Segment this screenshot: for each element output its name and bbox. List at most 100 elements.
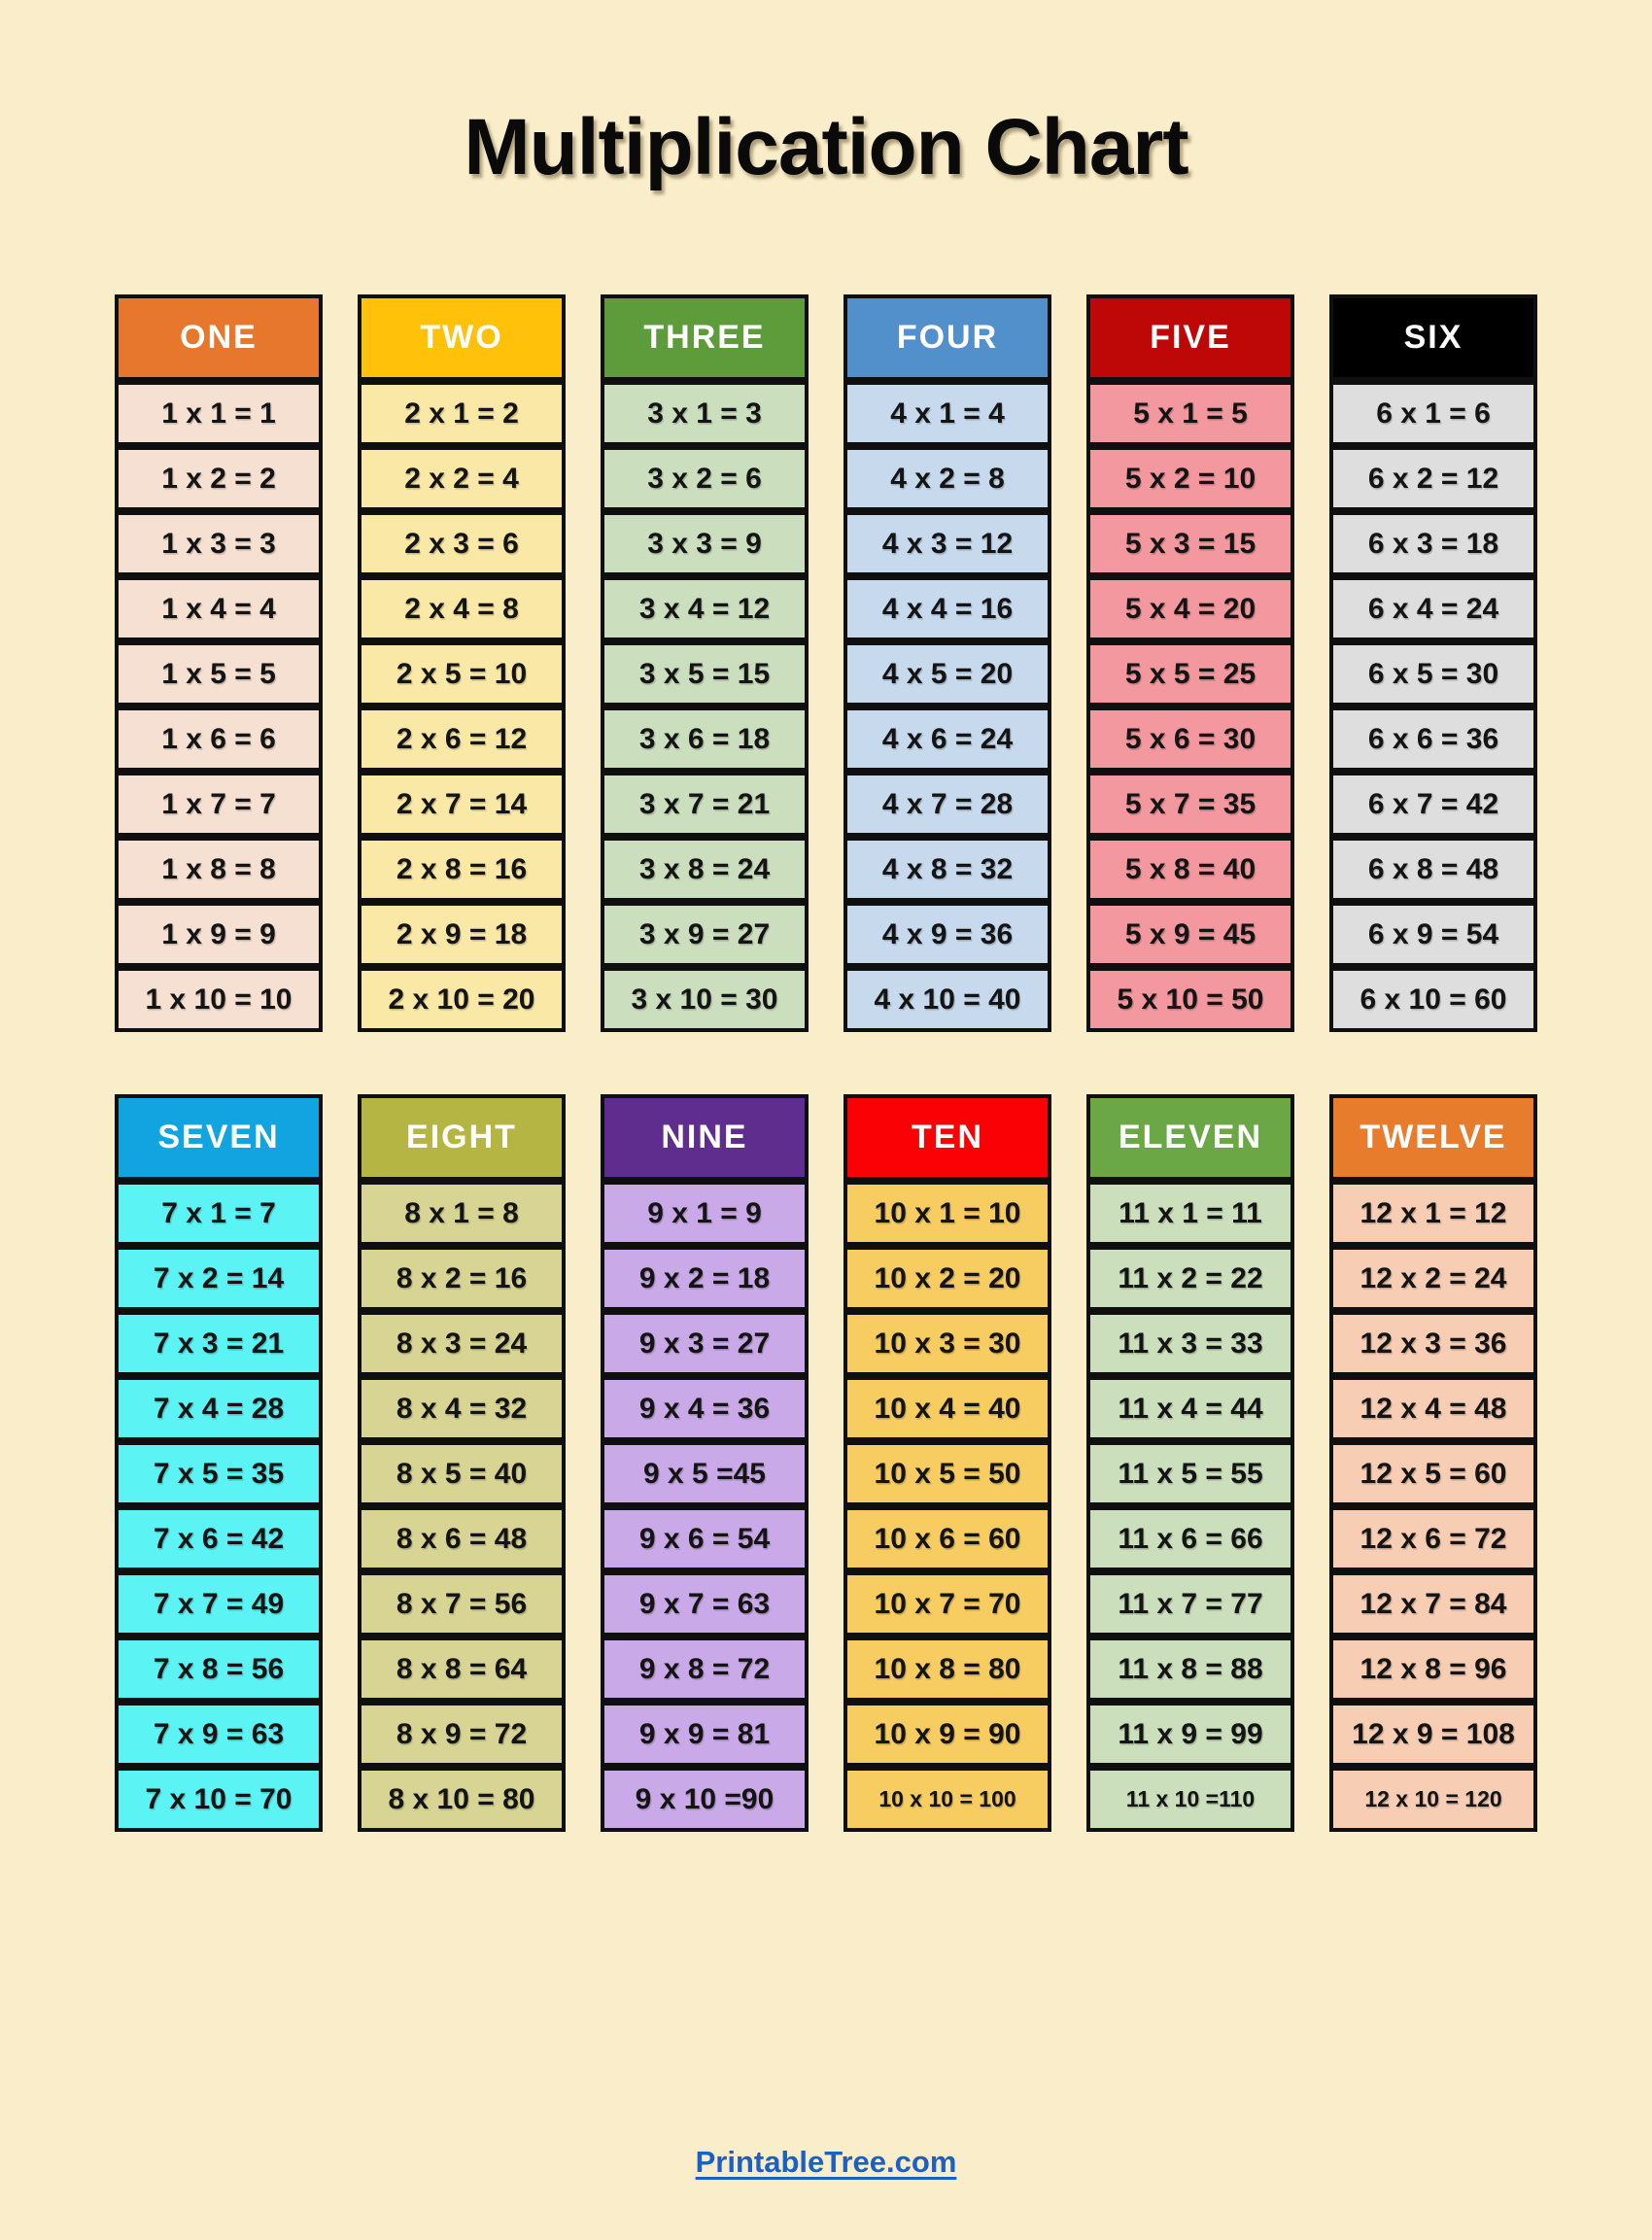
table-cell-six-2: 6 x 2 = 12 <box>1329 446 1537 511</box>
table-cell-eight-5: 8 x 5 = 40 <box>358 1441 566 1506</box>
table-cell-one-4: 1 x 4 = 4 <box>115 576 323 641</box>
table-cell-six-6: 6 x 6 = 36 <box>1329 706 1537 772</box>
table-cell-eleven-10: 11 x 10 =110 <box>1086 1767 1294 1832</box>
times-table-twelve: TWELVE 12 x 1 = 12 12 x 2 = 24 12 x 3 = 36 1… <box>1329 1094 1537 1832</box>
table-header-twelve: TWELVE <box>1329 1094 1537 1181</box>
table-cell-eight-3: 8 x 3 = 24 <box>358 1311 566 1376</box>
table-cell-ten-8: 10 x 8 = 80 <box>843 1637 1051 1702</box>
table-cell-two-8: 2 x 8 = 16 <box>358 837 566 902</box>
times-table-ten: TEN 10 x 1 = 10 10 x 2 = 20 10 x 3 = 30 10 x… <box>843 1094 1051 1832</box>
table-cell-nine-5: 9 x 5 =45 <box>601 1441 809 1506</box>
table-cell-five-5: 5 x 5 = 25 <box>1086 641 1294 706</box>
table-cell-ten-7: 10 x 7 = 70 <box>843 1571 1051 1637</box>
table-cell-six-9: 6 x 9 = 54 <box>1329 902 1537 967</box>
table-cell-four-7: 4 x 7 = 28 <box>843 772 1051 837</box>
table-cell-ten-4: 10 x 4 = 40 <box>843 1376 1051 1441</box>
table-cell-two-1: 2 x 1 = 2 <box>358 381 566 446</box>
table-cell-eight-9: 8 x 9 = 72 <box>358 1702 566 1767</box>
table-cell-twelve-9: 12 x 9 = 108 <box>1329 1702 1537 1767</box>
table-cell-five-10: 5 x 10 = 50 <box>1086 967 1294 1032</box>
table-cell-three-2: 3 x 2 = 6 <box>601 446 809 511</box>
table-cell-nine-4: 9 x 4 = 36 <box>601 1376 809 1441</box>
table-cell-four-1: 4 x 1 = 4 <box>843 381 1051 446</box>
table-cell-one-8: 1 x 8 = 8 <box>115 837 323 902</box>
table-cell-one-6: 1 x 6 = 6 <box>115 706 323 772</box>
table-cell-two-10: 2 x 10 = 20 <box>358 967 566 1032</box>
table-header-ten: TEN <box>843 1094 1051 1181</box>
table-header-eight: EIGHT <box>358 1094 566 1181</box>
table-cell-eight-8: 8 x 8 = 64 <box>358 1637 566 1702</box>
table-cell-eleven-5: 11 x 5 = 55 <box>1086 1441 1294 1506</box>
table-cell-eleven-1: 11 x 1 = 11 <box>1086 1181 1294 1246</box>
table-cell-seven-4: 7 x 4 = 28 <box>115 1376 323 1441</box>
table-header-four: FOUR <box>843 294 1051 381</box>
table-cell-nine-2: 9 x 2 = 18 <box>601 1246 809 1311</box>
table-cell-twelve-1: 12 x 1 = 12 <box>1329 1181 1537 1246</box>
table-cell-eleven-8: 11 x 8 = 88 <box>1086 1637 1294 1702</box>
table-cell-twelve-6: 12 x 6 = 72 <box>1329 1506 1537 1571</box>
table-cell-eleven-9: 11 x 9 = 99 <box>1086 1702 1294 1767</box>
table-cell-five-4: 5 x 4 = 20 <box>1086 576 1294 641</box>
table-cell-one-7: 1 x 7 = 7 <box>115 772 323 837</box>
table-cell-two-4: 2 x 4 = 8 <box>358 576 566 641</box>
footer-link[interactable]: PrintableTree.com <box>695 2145 957 2179</box>
table-cell-ten-9: 10 x 9 = 90 <box>843 1702 1051 1767</box>
table-cell-twelve-7: 12 x 7 = 84 <box>1329 1571 1537 1637</box>
table-cell-eleven-3: 11 x 3 = 33 <box>1086 1311 1294 1376</box>
table-cell-seven-2: 7 x 2 = 14 <box>115 1246 323 1311</box>
table-cell-eleven-7: 11 x 7 = 77 <box>1086 1571 1294 1637</box>
table-cell-two-5: 2 x 5 = 10 <box>358 641 566 706</box>
table-cell-seven-9: 7 x 9 = 63 <box>115 1702 323 1767</box>
table-cell-four-8: 4 x 8 = 32 <box>843 837 1051 902</box>
table-cell-ten-2: 10 x 2 = 20 <box>843 1246 1051 1311</box>
table-cell-ten-10: 10 x 10 = 100 <box>843 1767 1051 1832</box>
table-cell-four-10: 4 x 10 = 40 <box>843 967 1051 1032</box>
table-cell-six-5: 6 x 5 = 30 <box>1329 641 1537 706</box>
table-cell-eight-1: 8 x 1 = 8 <box>358 1181 566 1246</box>
table-cell-one-1: 1 x 1 = 1 <box>115 381 323 446</box>
table-cell-nine-6: 9 x 6 = 54 <box>601 1506 809 1571</box>
table-cell-nine-9: 9 x 9 = 81 <box>601 1702 809 1767</box>
table-cell-eleven-4: 11 x 4 = 44 <box>1086 1376 1294 1441</box>
table-cell-one-2: 1 x 2 = 2 <box>115 446 323 511</box>
table-header-seven: SEVEN <box>115 1094 323 1181</box>
table-cell-ten-6: 10 x 6 = 60 <box>843 1506 1051 1571</box>
table-cell-twelve-5: 12 x 5 = 60 <box>1329 1441 1537 1506</box>
table-cell-four-6: 4 x 6 = 24 <box>843 706 1051 772</box>
table-cell-nine-10: 9 x 10 =90 <box>601 1767 809 1832</box>
table-cell-twelve-8: 12 x 8 = 96 <box>1329 1637 1537 1702</box>
table-cell-eleven-2: 11 x 2 = 22 <box>1086 1246 1294 1311</box>
table-cell-four-9: 4 x 9 = 36 <box>843 902 1051 967</box>
table-cell-eight-7: 8 x 7 = 56 <box>358 1571 566 1637</box>
table-cell-seven-7: 7 x 7 = 49 <box>115 1571 323 1637</box>
table-header-five: FIVE <box>1086 294 1294 381</box>
table-header-six: SIX <box>1329 294 1537 381</box>
table-header-nine: NINE <box>601 1094 809 1181</box>
table-header-eleven: ELEVEN <box>1086 1094 1294 1181</box>
table-cell-two-6: 2 x 6 = 12 <box>358 706 566 772</box>
table-cell-one-9: 1 x 9 = 9 <box>115 902 323 967</box>
table-header-two: TWO <box>358 294 566 381</box>
table-cell-three-7: 3 x 7 = 21 <box>601 772 809 837</box>
table-cell-two-7: 2 x 7 = 14 <box>358 772 566 837</box>
table-cell-eight-2: 8 x 2 = 16 <box>358 1246 566 1311</box>
table-cell-four-2: 4 x 2 = 8 <box>843 446 1051 511</box>
table-cell-eleven-6: 11 x 6 = 66 <box>1086 1506 1294 1571</box>
table-cell-ten-5: 10 x 5 = 50 <box>843 1441 1051 1506</box>
times-table-eleven: ELEVEN 11 x 1 = 11 11 x 2 = 22 11 x 3 = 33 1… <box>1086 1094 1294 1832</box>
table-cell-one-5: 1 x 5 = 5 <box>115 641 323 706</box>
table-cell-four-4: 4 x 4 = 16 <box>843 576 1051 641</box>
table-cell-six-7: 6 x 7 = 42 <box>1329 772 1537 837</box>
table-cell-five-1: 5 x 1 = 5 <box>1086 381 1294 446</box>
table-cell-nine-7: 9 x 7 = 63 <box>601 1571 809 1637</box>
table-cell-three-4: 3 x 4 = 12 <box>601 576 809 641</box>
table-cell-three-5: 3 x 5 = 15 <box>601 641 809 706</box>
